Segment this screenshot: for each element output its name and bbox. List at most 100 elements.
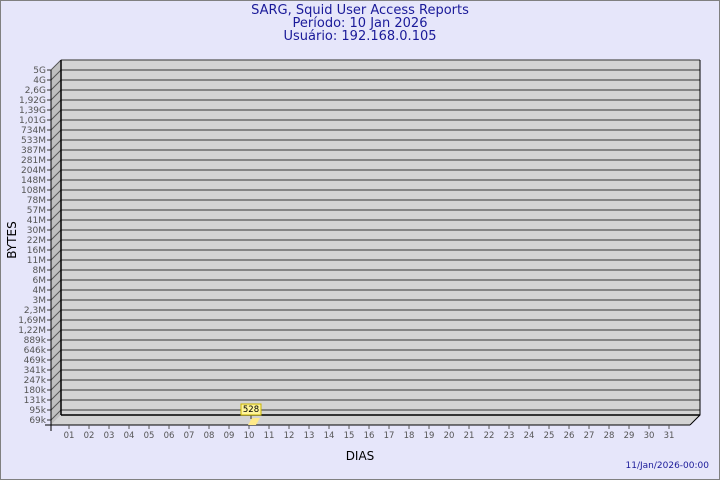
gridline-side [50,69,62,81]
x-tick-label: 19 [424,431,435,441]
gridline-side [50,409,62,421]
gridline-side [50,159,62,171]
gridline-side [50,169,62,181]
x-tick-label: 02 [84,431,95,441]
y-tick-label: 2,3M [24,306,46,316]
gridline-side [50,369,62,381]
x-tick-label: 10 [244,431,255,441]
x-tick-label: 15 [344,431,355,441]
x-tick-label: 21 [464,431,475,441]
x-tick-label: 08 [204,431,215,441]
x-tick-label: 30 [644,431,655,441]
x-tick-label: 16 [364,431,375,441]
data-label-box [240,403,262,416]
x-tick-label: 07 [184,431,195,441]
gridline-side [50,119,62,131]
gridline-side [50,219,62,231]
y-tick-label: 1,22M [18,326,46,336]
gridline-side [50,309,62,321]
gridline-side [50,329,62,341]
gridline-side [50,359,62,371]
y-tick-label: 889k [24,336,47,346]
right-edge [689,60,701,426]
y-tick-label: 8M [33,266,47,276]
y-tick-label: 11M [27,256,46,266]
y-tick-label: 6M [33,276,47,286]
y-tick-label: 469k [24,356,47,366]
y-tick-label: 734M [21,126,46,136]
bar-day-10 [248,418,260,425]
gridline-side [50,399,62,411]
y-tick-label: 646k [24,346,47,356]
y-tick-label: 5G [33,66,46,76]
gridline-side [50,59,62,71]
y-tick-label: 131k [24,396,47,406]
data-label: 528 [243,405,259,415]
y-tick-label: 78M [27,196,46,206]
gridline-side [50,299,62,311]
y-axis-title: BYTES [5,221,19,258]
x-tick-label: 11 [264,431,275,441]
x-tick-label: 20 [444,431,455,441]
y-tick-label: 1,69M [18,316,46,326]
y-tick-label: 57M [27,206,46,216]
gridline-side [50,79,62,91]
x-axis-title: DIAS [346,449,375,463]
x-tick-label: 03 [104,431,115,441]
y-tick-label: 30M [27,226,46,236]
gridline-side [50,259,62,271]
y-tick-label: 4G [33,76,46,86]
x-tick-label: 17 [384,431,395,441]
floor [51,415,700,425]
plot-area [61,60,700,415]
gridline-side [50,139,62,151]
y-tick-label: 1,39G [19,106,46,116]
gridline-side [50,389,62,401]
x-tick-label: 06 [164,431,175,441]
gridline-side [50,339,62,351]
gridline-side [50,319,62,331]
gridline-side [50,289,62,301]
y-tick-label: 1,92G [19,96,46,106]
y-tick-label: 1,01G [19,116,46,126]
gridline-side [50,99,62,111]
x-tick-label: 24 [524,431,535,441]
x-tick-label: 14 [324,431,335,441]
x-tick-label: 05 [144,431,155,441]
x-tick-label: 23 [504,431,515,441]
y-tick-label: 2,6G [25,86,46,96]
gridline-side [50,189,62,201]
gridline-side [50,269,62,281]
y-tick-label: 22M [27,236,46,246]
gridline-side [50,229,62,241]
y-tick-label: 4M [33,286,47,296]
gridline-side [50,179,62,191]
gridline-side [50,379,62,391]
y-tick-label: 16M [27,246,46,256]
gridline-side [50,279,62,291]
gridline-side [50,129,62,141]
period-label: Período: 10 Jan 2026 [292,16,428,31]
y-tick-label: 41M [27,216,46,226]
x-tick-label: 22 [484,431,495,441]
gridline-side [50,149,62,161]
chart-title: SARG, Squid User Access Reports [251,3,469,18]
x-tick-label: 13 [304,431,315,441]
x-tick-label: 01 [64,431,75,441]
y-tick-label: 204M [21,166,46,176]
y-tick-label: 108M [21,186,46,196]
x-tick-label: 26 [564,431,575,441]
timestamp: 11/Jan/2026-00:00 [625,461,709,471]
x-tick-label: 31 [664,431,675,441]
y-tick-label: 69k [29,416,46,426]
y-tick-label: 3M [33,296,47,306]
y-tick-label: 533M [21,136,46,146]
x-tick-label: 29 [624,431,635,441]
gridline-side [50,199,62,211]
y-tick-label: 148M [21,176,46,186]
gridline-side [50,109,62,121]
gridline-side [50,239,62,251]
x-tick-label: 28 [604,431,615,441]
x-tick-label: 27 [584,431,595,441]
